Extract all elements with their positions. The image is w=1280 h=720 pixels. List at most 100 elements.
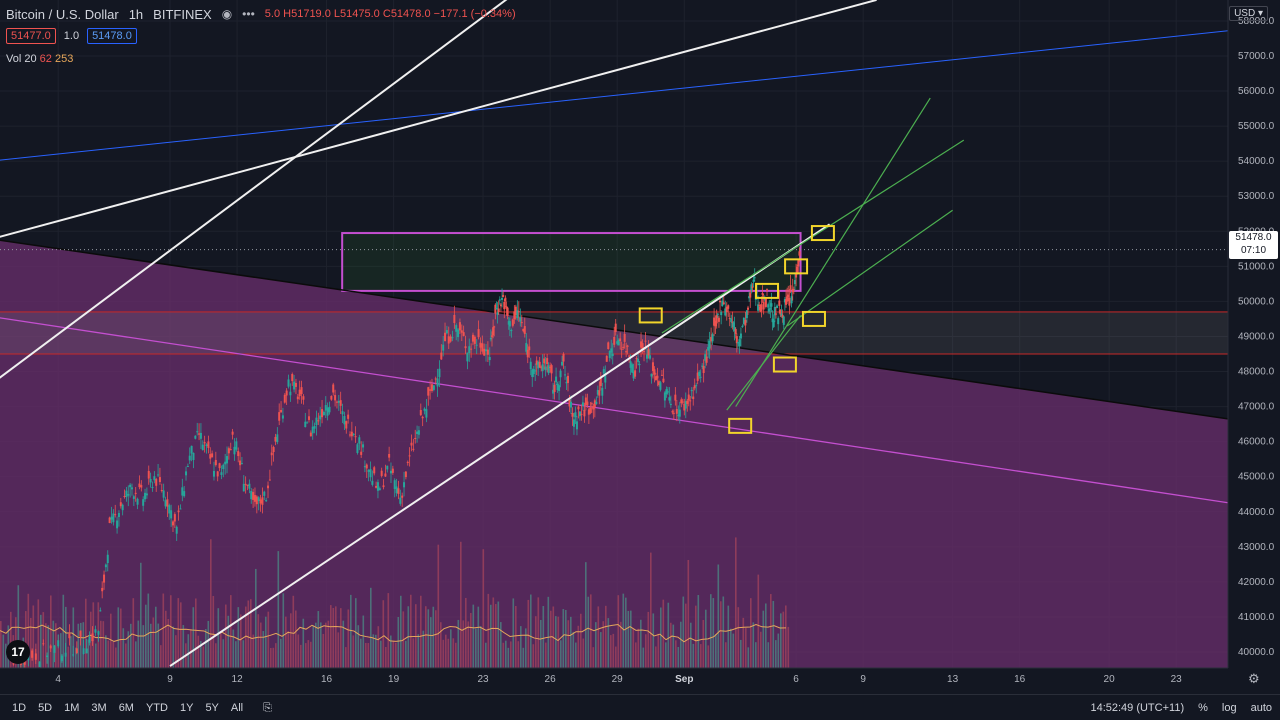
volume-bar [235,641,237,668]
volume-bar [282,593,285,668]
candle-body [373,467,376,474]
volume-bar [210,539,212,668]
volume-bar [400,595,402,668]
candle-body [220,472,223,475]
candle-body [144,492,147,500]
volume-bar [285,616,287,668]
volume-bar [722,596,725,668]
gear-icon[interactable]: ⚙ [1248,671,1260,686]
candle-body [72,654,75,656]
tradingview-logo-icon[interactable]: 17 [6,640,30,664]
volume-bar [252,634,255,668]
candle-body [147,470,150,479]
candle-body [108,517,111,523]
range-button-1d[interactable]: 1D [12,702,27,714]
candle-body [768,308,771,312]
candle-body [427,387,430,396]
auto-toggle[interactable]: auto [1250,702,1272,714]
candle-body [677,414,680,417]
volume-bar [760,631,762,668]
volume-bar [305,643,307,668]
candle-body [787,294,790,298]
candle-body [335,401,338,403]
candle-body [38,661,41,667]
candle-body [790,296,793,304]
candle-body [302,396,305,400]
range-button-1y[interactable]: 1Y [179,702,194,714]
volume-bar [750,598,752,668]
price-tick-label: 48000.0 [1238,367,1275,378]
candle-body [490,335,493,337]
eye-icon[interactable]: ◉ [221,7,233,21]
volume-bar [140,562,142,668]
range-button-5d[interactable]: 5D [38,702,53,714]
volume-bar [507,647,510,668]
interval-label[interactable]: 1h [128,6,144,22]
candle-body [631,364,634,373]
yellow-marker [755,282,780,299]
range-button-1m[interactable]: 1M [64,702,80,714]
volume-bar [737,607,740,668]
log-toggle[interactable]: log [1221,702,1237,714]
volume-bar [322,633,325,668]
volume-bar [572,631,575,668]
candle-body [686,400,689,404]
currency-selector[interactable]: USD ▾ [1229,6,1268,21]
volume-bar [625,597,627,668]
candle-body [552,389,555,394]
volume-bar [445,634,447,668]
candle-body [711,334,714,342]
range-button-3m[interactable]: 3M [91,702,107,714]
candle-body [693,385,696,389]
candle-body [797,260,800,267]
candle-body [334,395,337,401]
candle-body [240,463,243,465]
clock-label[interactable]: 14:52:49 (UTC+11) [1090,702,1185,714]
percent-toggle[interactable]: % [1198,702,1208,714]
candle-body [239,460,242,466]
candle-body [246,484,249,486]
volume-bar [387,593,390,668]
candle-body [479,342,482,348]
candle-body [788,297,791,306]
volume-bar [375,634,377,668]
range-button-5y[interactable]: 5Y [205,702,219,714]
volume-bar [680,621,682,668]
candle-body [255,496,258,505]
volume-bar [745,627,747,668]
candle-body [663,392,666,401]
time-tick-label: 29 [612,674,624,685]
candle-body [130,487,133,490]
candle-body [388,453,391,458]
volume-bar [405,640,407,668]
candle-body [611,353,614,357]
time-tick-label: 16 [1014,674,1026,685]
range-button-all[interactable]: All [230,702,244,714]
candle-body [620,348,623,350]
candle-body [321,409,324,418]
symbol-name[interactable]: Bitcoin / U.S. Dollar [6,6,119,22]
volume-bar [765,603,767,668]
date-range-icon[interactable]: ⎘ [263,701,272,714]
volume-bar [517,641,520,668]
candle-body [227,448,230,454]
range-button-6m[interactable]: 6M [118,702,134,714]
volume-bar [742,617,745,668]
candle-body [698,371,701,377]
candle-body [460,330,463,333]
candle-body [523,326,526,334]
candle-body [421,416,424,419]
volume-bar [465,597,467,668]
candle-body [401,495,404,498]
candle-body [751,286,754,288]
buy-button[interactable]: 51478.0 [87,28,137,44]
volume-bar [715,634,717,668]
more-icon[interactable]: ••• [242,7,255,21]
range-button-ytd[interactable]: YTD [145,702,168,714]
candle-body [680,399,683,404]
candle-body [757,304,760,311]
volume-bar [740,639,742,668]
candle-body [488,357,491,361]
sell-button[interactable]: 51477.0 [6,28,56,44]
